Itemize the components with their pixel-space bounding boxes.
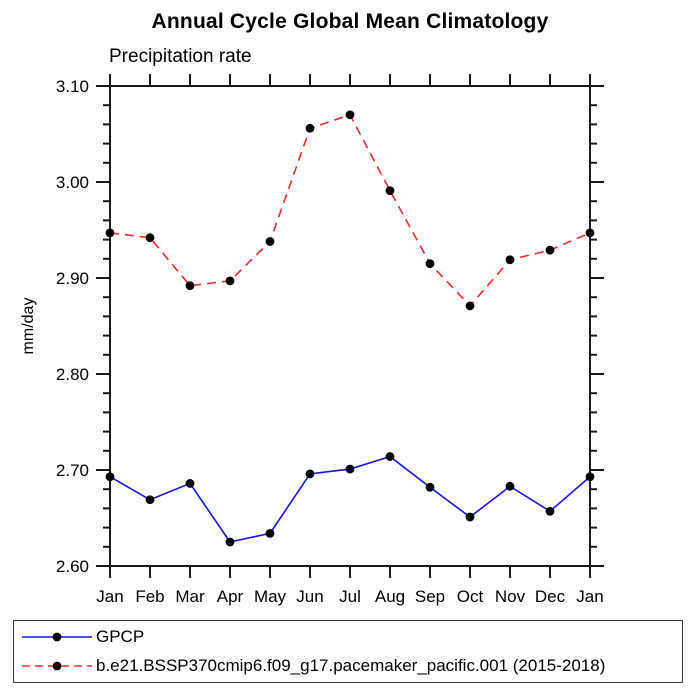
data-point [545,245,555,255]
data-point [585,472,595,482]
data-point [305,123,315,133]
x-axis-tick-label: Mar [175,587,205,606]
y-axis-tick-label: 2.90 [56,269,89,288]
data-point [345,464,355,474]
legend-item-gpcp: GPCP [20,623,678,651]
plot-area: Jan Feb Mar Apr May Jun Jul Aug Sep Oct Nov Dec Jan 2… [56,74,604,606]
x-axis-tick-label: Dec [535,587,566,606]
legend: GPCP b.e21.BSSP370cmip6.f09_g17.pacemake… [13,620,683,683]
data-point [385,186,395,196]
legend-marker-dot [52,661,62,671]
legend-item-model: b.e21.BSSP370cmip6.f09_g17.pacemaker_pac… [20,652,678,680]
legend-sample-solid-line [22,632,92,642]
data-point [265,237,275,246]
data-point [105,472,115,482]
y-axis-tick-label: 3.00 [56,173,89,192]
data-point [425,259,435,268]
data-point [305,469,315,479]
data-point [105,228,115,238]
data-point [465,301,475,311]
x-axis-tick-label: Jul [339,587,361,606]
legend-marker-dot [52,632,62,642]
data-point [185,281,195,291]
legend-sample-dashed-line [22,661,92,671]
plot-frame [109,85,591,567]
x-axis-tick-label: Aug [375,587,405,606]
x-axis-tick-label: Nov [495,587,526,606]
data-point [185,479,195,488]
data-point [385,452,395,461]
series-line-model [109,113,591,308]
data-point [145,495,155,505]
chart-subtitle: Precipitation rate [109,46,252,67]
chart-title: Annual Cycle Global Mean Climatology [151,10,549,33]
x-axis-tick-label: May [254,587,287,606]
y-axis-tick-label: 2.60 [56,557,89,576]
data-point [585,228,595,238]
data-point [505,255,515,265]
data-point [425,482,435,492]
data-point [225,276,235,286]
x-axis-tick-label: Oct [457,587,484,606]
x-axis-tick-label: Feb [135,587,164,606]
y-axis-tick-label: 2.80 [56,365,89,384]
legend-label-gpcp: GPCP [96,627,145,647]
data-point [545,506,555,516]
legend-label-model: b.e21.BSSP370cmip6.f09_g17.pacemaker_pac… [96,655,606,675]
y-axis-tick-label: 2.70 [56,461,89,480]
x-axis-tick-label: Sep [415,587,445,606]
y-axis-tick-label: 3.10 [56,77,89,96]
x-axis-tick-label: Apr [217,587,244,606]
x-axis-tick-label: Jun [296,587,323,606]
data-point [505,481,515,491]
x-axis-tick-label: Jan [96,587,123,606]
x-axis-tick-label: Jan [576,587,603,606]
data-point [345,110,355,120]
data-point [465,512,475,522]
data-point [225,537,235,547]
data-point [145,233,155,243]
data-point [265,528,275,538]
